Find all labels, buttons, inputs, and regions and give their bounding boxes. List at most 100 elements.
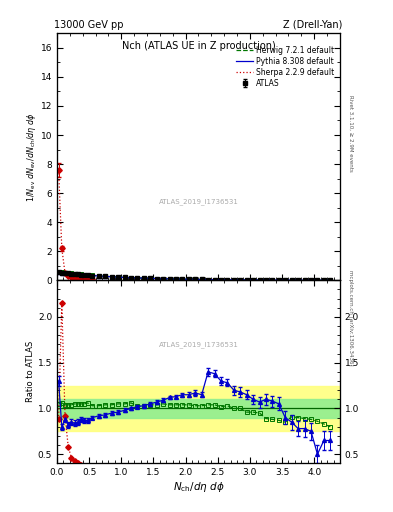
Text: Nch (ATLAS UE in Z production): Nch (ATLAS UE in Z production) <box>121 40 275 51</box>
Text: mcplots.cern.ch [arXiv:1306.3436]: mcplots.cern.ch [arXiv:1306.3436] <box>348 270 353 365</box>
Y-axis label: $1/N_\mathregular{ev}\ dN_\mathregular{ev}/dN_\mathregular{ch}/d\eta\ d\phi$: $1/N_\mathregular{ev}\ dN_\mathregular{e… <box>25 112 38 202</box>
Pythia 8.308 default <box>72 271 77 277</box>
Pythia 8.308 default <box>96 273 101 279</box>
Pythia 8.308 default <box>167 276 172 282</box>
Herwig 7.2.1 default <box>135 275 140 281</box>
Herwig 7.2.1 default <box>193 276 198 283</box>
Pythia 8.308 default <box>66 270 71 276</box>
Herwig 7.2.1 default <box>244 277 249 283</box>
Pythia 8.308 default <box>231 277 236 283</box>
Sherpa 2.2.9 default <box>90 276 95 282</box>
Pythia 8.308 default <box>321 277 326 283</box>
Herwig 7.2.1 default <box>199 276 204 283</box>
Pythia 8.308 default <box>289 277 294 283</box>
Pythia 8.308 default <box>199 276 204 283</box>
Sherpa 2.2.9 default <box>79 275 83 281</box>
Herwig 7.2.1 default <box>296 277 301 283</box>
Herwig 7.2.1 default <box>122 274 127 281</box>
Text: ATLAS_2019_I1736531: ATLAS_2019_I1736531 <box>158 198 239 205</box>
Herwig 7.2.1 default <box>85 272 90 278</box>
Y-axis label: Ratio to ATLAS: Ratio to ATLAS <box>26 341 35 402</box>
Herwig 7.2.1 default <box>72 270 77 276</box>
Pythia 8.308 default <box>154 275 159 282</box>
Sherpa 2.2.9 default <box>82 275 87 282</box>
Pythia 8.308 default <box>212 276 217 283</box>
Pythia 8.308 default <box>122 274 127 281</box>
Herwig 7.2.1 default <box>328 277 332 283</box>
Herwig 7.2.1 default <box>277 277 281 283</box>
Herwig 7.2.1 default <box>186 276 191 282</box>
Pythia 8.308 default <box>141 275 146 281</box>
Herwig 7.2.1 default <box>96 273 101 279</box>
Pythia 8.308 default <box>193 276 198 283</box>
Pythia 8.308 default <box>56 269 61 275</box>
Legend: Herwig 7.2.1 default, Pythia 8.308 default, Sherpa 2.2.9 default, ATLAS: Herwig 7.2.1 default, Pythia 8.308 defau… <box>235 45 336 89</box>
Pythia 8.308 default <box>283 277 288 283</box>
Herwig 7.2.1 default <box>225 276 230 283</box>
Pythia 8.308 default <box>315 277 320 283</box>
Pythia 8.308 default <box>59 270 64 276</box>
Pythia 8.308 default <box>238 277 242 283</box>
Herwig 7.2.1 default <box>264 277 268 283</box>
Herwig 7.2.1 default <box>309 277 313 283</box>
Sherpa 2.2.9 default <box>72 274 77 281</box>
Pythia 8.308 default <box>225 276 230 283</box>
Herwig 7.2.1 default <box>141 275 146 281</box>
Herwig 7.2.1 default <box>283 277 288 283</box>
Herwig 7.2.1 default <box>219 276 223 283</box>
Pythia 8.308 default <box>135 275 140 281</box>
Line: Pythia 8.308 default: Pythia 8.308 default <box>59 272 330 280</box>
Text: 13000 GeV pp: 13000 GeV pp <box>54 19 124 30</box>
Pythia 8.308 default <box>251 277 255 283</box>
Pythia 8.308 default <box>85 272 90 278</box>
Herwig 7.2.1 default <box>69 270 74 276</box>
Pythia 8.308 default <box>103 273 108 280</box>
Herwig 7.2.1 default <box>231 277 236 283</box>
Herwig 7.2.1 default <box>59 269 64 275</box>
Pythia 8.308 default <box>79 271 83 278</box>
Herwig 7.2.1 default <box>161 275 165 282</box>
Pythia 8.308 default <box>219 276 223 283</box>
Pythia 8.308 default <box>109 274 114 280</box>
Herwig 7.2.1 default <box>129 274 133 281</box>
Herwig 7.2.1 default <box>315 277 320 283</box>
Herwig 7.2.1 default <box>62 270 67 276</box>
Sherpa 2.2.9 default <box>59 245 64 251</box>
Text: Rivet 3.1.10, ≥ 2.9M events: Rivet 3.1.10, ≥ 2.9M events <box>348 95 353 172</box>
Herwig 7.2.1 default <box>321 277 326 283</box>
Herwig 7.2.1 default <box>109 273 114 280</box>
Herwig 7.2.1 default <box>154 275 159 282</box>
Herwig 7.2.1 default <box>116 274 120 280</box>
Herwig 7.2.1 default <box>302 277 307 283</box>
Sherpa 2.2.9 default <box>62 270 67 276</box>
Pythia 8.308 default <box>296 277 301 283</box>
Herwig 7.2.1 default <box>174 276 178 282</box>
Herwig 7.2.1 default <box>257 277 262 283</box>
Sherpa 2.2.9 default <box>56 167 61 173</box>
Herwig 7.2.1 default <box>79 271 83 278</box>
Pythia 8.308 default <box>257 277 262 283</box>
Herwig 7.2.1 default <box>180 276 185 282</box>
X-axis label: $N_\mathregular{ch}/d\eta\ d\phi$: $N_\mathregular{ch}/d\eta\ d\phi$ <box>173 480 224 494</box>
Sherpa 2.2.9 default <box>75 275 80 281</box>
Pythia 8.308 default <box>180 276 185 282</box>
Herwig 7.2.1 default <box>90 272 95 279</box>
Pythia 8.308 default <box>186 276 191 282</box>
Herwig 7.2.1 default <box>206 276 211 283</box>
Pythia 8.308 default <box>206 276 211 283</box>
Herwig 7.2.1 default <box>212 276 217 283</box>
Line: Sherpa 2.2.9 default: Sherpa 2.2.9 default <box>59 170 92 279</box>
Text: ATLAS_2019_I1736531: ATLAS_2019_I1736531 <box>158 341 239 348</box>
Pythia 8.308 default <box>270 277 275 283</box>
Pythia 8.308 default <box>264 277 268 283</box>
Sherpa 2.2.9 default <box>66 273 71 279</box>
Pythia 8.308 default <box>90 272 95 279</box>
Pythia 8.308 default <box>244 277 249 283</box>
Sherpa 2.2.9 default <box>85 275 90 282</box>
Herwig 7.2.1 default <box>238 277 242 283</box>
Herwig 7.2.1 default <box>270 277 275 283</box>
Sherpa 2.2.9 default <box>69 274 74 280</box>
Herwig 7.2.1 default <box>103 273 108 280</box>
Text: Z (Drell-Yan): Z (Drell-Yan) <box>283 19 343 30</box>
Pythia 8.308 default <box>116 274 120 280</box>
